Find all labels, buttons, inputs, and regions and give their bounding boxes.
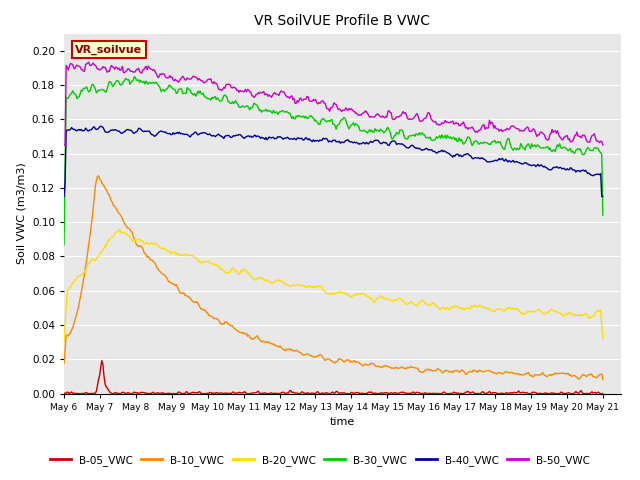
B-05_VWC [98,358,106,363]
B-10_VWC [503,369,511,375]
Line: B-40_VWC: B-40_VWC [64,126,603,196]
B-05_VWC [504,390,511,396]
B-10_VWC [587,371,595,377]
B-40_VWC [353,140,360,145]
B-40_VWC [317,138,325,144]
B-20_VWC [353,292,360,298]
B-30_VWC [382,128,390,134]
B-30_VWC [599,212,607,218]
B-10_VWC [382,363,390,369]
B-50_VWC [599,142,607,148]
B-30_VWC [131,74,138,80]
Line: B-10_VWC: B-10_VWC [64,176,603,380]
B-10_VWC [321,357,328,362]
B-05_VWC [318,390,326,396]
Line: B-50_VWC: B-50_VWC [64,62,603,145]
B-40_VWC [599,193,607,199]
B-10_VWC [353,359,360,364]
B-40_VWC [382,140,390,145]
Legend: B-05_VWC, B-10_VWC, B-20_VWC, B-30_VWC, B-40_VWC, B-50_VWC: B-05_VWC, B-10_VWC, B-20_VWC, B-30_VWC, … [45,451,595,470]
B-50_VWC [317,99,325,105]
B-05_VWC [354,390,362,396]
B-20_VWC [503,306,511,312]
Y-axis label: Soil VWC (m3/m3): Soil VWC (m3/m3) [16,163,26,264]
B-05_VWC [65,391,73,396]
B-10_VWC [95,173,102,179]
B-50_VWC [503,126,511,132]
B-50_VWC [353,110,360,116]
B-30_VWC [587,147,595,153]
B-30_VWC [353,122,360,128]
Title: VR SoilVUE Profile B VWC: VR SoilVUE Profile B VWC [254,14,430,28]
B-05_VWC [321,390,329,396]
B-10_VWC [60,360,68,366]
B-50_VWC [60,142,68,148]
B-30_VWC [321,117,328,122]
B-10_VWC [599,377,607,383]
B-20_VWC [115,227,123,232]
B-40_VWC [503,158,511,164]
B-20_VWC [60,339,68,345]
B-20_VWC [321,288,328,293]
Line: B-30_VWC: B-30_VWC [64,77,603,245]
B-50_VWC [382,114,390,120]
B-40_VWC [97,123,104,129]
B-10_VWC [317,352,325,358]
B-50_VWC [587,135,595,141]
B-20_VWC [317,284,325,289]
B-40_VWC [321,136,328,142]
B-20_VWC [587,315,595,321]
Line: B-20_VWC: B-20_VWC [64,229,603,342]
B-05_VWC [383,390,390,396]
B-40_VWC [60,193,68,199]
Text: VR_soilvue: VR_soilvue [75,44,142,55]
B-30_VWC [60,242,68,248]
B-30_VWC [317,118,325,123]
B-50_VWC [85,60,93,65]
Line: B-05_VWC: B-05_VWC [64,360,603,394]
B-40_VWC [587,172,595,178]
B-05_VWC [588,389,596,395]
X-axis label: time: time [330,417,355,427]
B-50_VWC [321,100,328,106]
B-20_VWC [599,336,607,341]
B-30_VWC [503,138,511,144]
B-05_VWC [599,391,607,396]
B-20_VWC [382,296,390,302]
B-05_VWC [60,390,68,396]
